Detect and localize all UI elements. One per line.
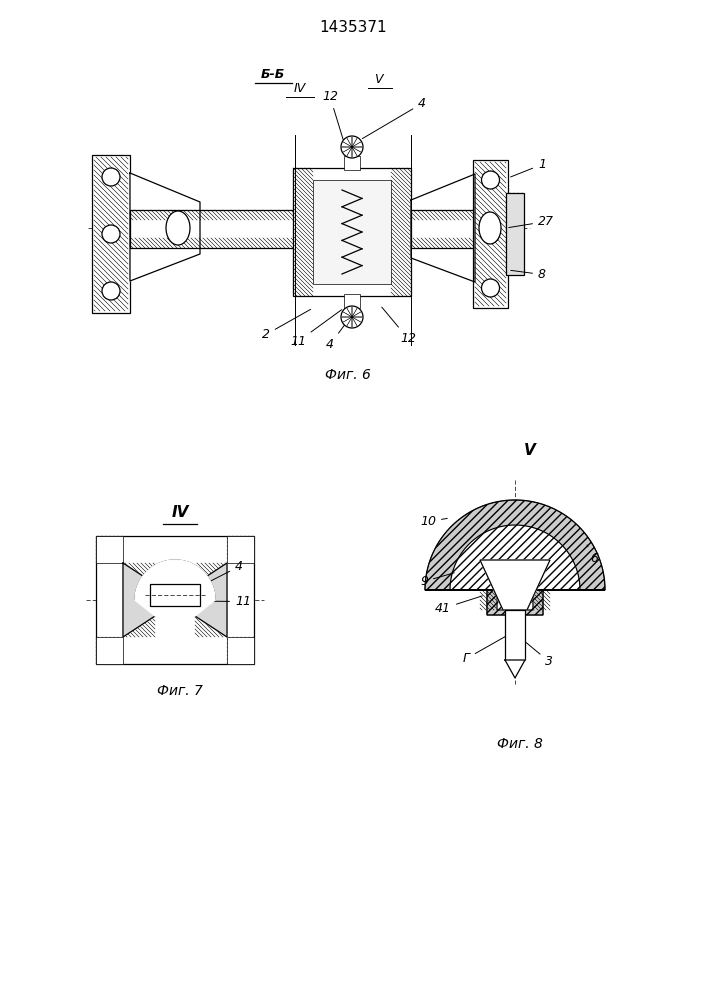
Polygon shape bbox=[505, 660, 525, 678]
Text: 4: 4 bbox=[326, 317, 351, 351]
Circle shape bbox=[481, 171, 500, 189]
Bar bbox=[150, 584, 200, 606]
Bar bbox=[344, 294, 360, 308]
Circle shape bbox=[481, 279, 500, 297]
Text: IV: IV bbox=[294, 82, 306, 95]
Text: Фиг. 8: Фиг. 8 bbox=[497, 737, 543, 751]
Bar bbox=[505, 610, 525, 660]
Ellipse shape bbox=[479, 212, 501, 244]
Polygon shape bbox=[425, 500, 605, 615]
Ellipse shape bbox=[166, 211, 190, 245]
Circle shape bbox=[341, 306, 363, 328]
Text: 12: 12 bbox=[382, 307, 416, 345]
Bar bbox=[473, 160, 508, 308]
Bar bbox=[411, 210, 479, 248]
Text: V: V bbox=[374, 73, 382, 86]
Bar bbox=[227, 536, 254, 563]
Text: IV: IV bbox=[171, 505, 189, 520]
Bar bbox=[344, 156, 360, 170]
Polygon shape bbox=[130, 173, 200, 281]
Polygon shape bbox=[480, 560, 550, 610]
Bar bbox=[96, 536, 123, 563]
Text: 27: 27 bbox=[509, 215, 554, 228]
Text: 6: 6 bbox=[587, 545, 598, 565]
Circle shape bbox=[481, 225, 500, 243]
Text: 10: 10 bbox=[420, 515, 448, 528]
Bar bbox=[313, 180, 391, 284]
Circle shape bbox=[102, 225, 120, 243]
Text: 4: 4 bbox=[197, 560, 243, 588]
Polygon shape bbox=[450, 525, 580, 610]
Text: 11: 11 bbox=[188, 595, 251, 608]
Bar bbox=[227, 637, 254, 664]
Text: Г: Г bbox=[463, 636, 506, 665]
Polygon shape bbox=[135, 560, 215, 616]
Text: V: V bbox=[524, 443, 536, 458]
Bar bbox=[293, 168, 411, 296]
Text: 1: 1 bbox=[510, 158, 546, 177]
Text: 1435371: 1435371 bbox=[319, 20, 387, 35]
Text: 11: 11 bbox=[290, 310, 341, 348]
Bar bbox=[96, 637, 123, 664]
Text: Фиг. 7: Фиг. 7 bbox=[157, 684, 203, 698]
Polygon shape bbox=[195, 563, 227, 637]
Bar bbox=[130, 210, 295, 248]
Polygon shape bbox=[123, 563, 155, 637]
Text: 3: 3 bbox=[525, 642, 553, 668]
Circle shape bbox=[102, 168, 120, 186]
Text: 9: 9 bbox=[420, 573, 455, 588]
Circle shape bbox=[341, 136, 363, 158]
Bar bbox=[506, 193, 524, 275]
Bar bbox=[96, 536, 254, 664]
Text: 2: 2 bbox=[262, 309, 310, 341]
Text: Фиг. 6: Фиг. 6 bbox=[325, 368, 371, 382]
Circle shape bbox=[102, 282, 120, 300]
Text: 12: 12 bbox=[322, 90, 349, 159]
Text: 4: 4 bbox=[363, 97, 426, 139]
Bar bbox=[92, 155, 130, 313]
Text: 8: 8 bbox=[510, 268, 546, 281]
Text: Б-Б: Б-Б bbox=[261, 68, 285, 81]
Polygon shape bbox=[411, 174, 475, 282]
Text: 41: 41 bbox=[435, 596, 482, 615]
